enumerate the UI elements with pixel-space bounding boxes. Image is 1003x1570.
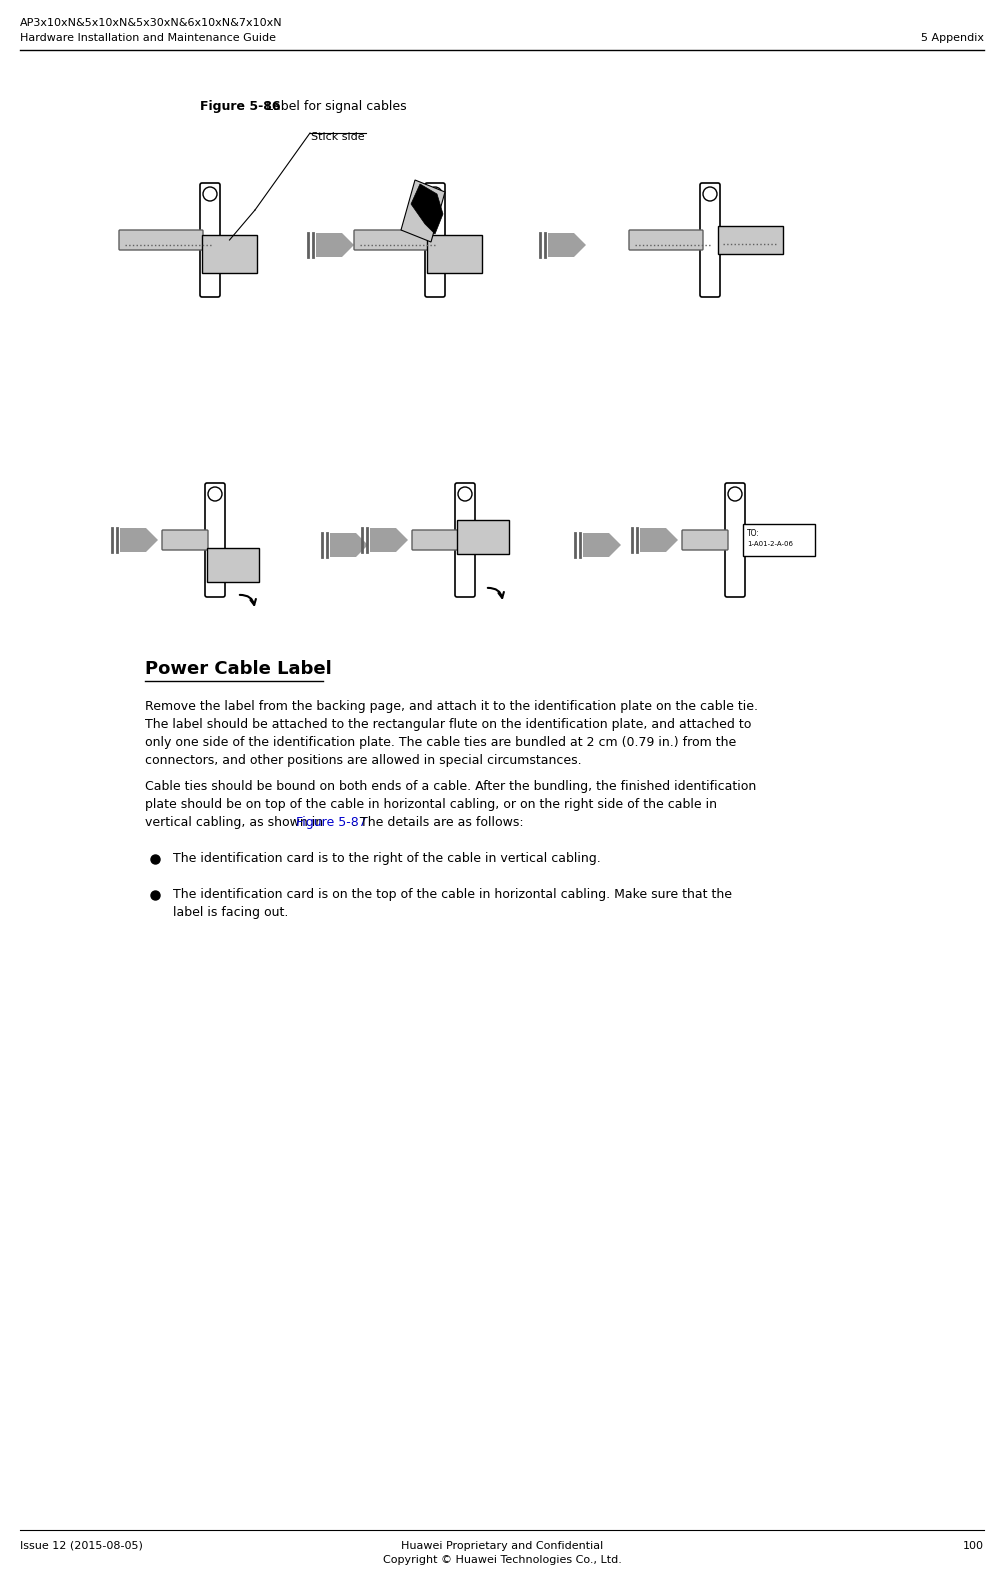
FancyBboxPatch shape (354, 229, 427, 250)
FancyArrow shape (583, 532, 621, 557)
Bar (742, 524, 814, 556)
Text: . The details are as follows:: . The details are as follows: (352, 816, 524, 829)
Text: TO:: TO: (746, 529, 759, 539)
FancyBboxPatch shape (411, 531, 457, 550)
Text: AP3x10xN&5x10xN&5x30xN&6x10xN&7x10xN: AP3x10xN&5x10xN&5x30xN&6x10xN&7x10xN (20, 17, 282, 28)
FancyBboxPatch shape (161, 531, 208, 550)
Text: label is facing out.: label is facing out. (173, 906, 288, 918)
Text: vertical cabling, as shown in: vertical cabling, as shown in (144, 816, 327, 829)
Text: Issue 12 (2015-08-05): Issue 12 (2015-08-05) (20, 1542, 142, 1551)
Text: Label for signal cables: Label for signal cables (262, 100, 406, 113)
Text: Power Cable Label: Power Cable Label (144, 659, 331, 678)
FancyArrow shape (120, 528, 157, 553)
Bar (717, 226, 782, 254)
FancyArrow shape (639, 528, 677, 553)
Text: Huawei Proprietary and Confidential: Huawei Proprietary and Confidential (400, 1542, 603, 1551)
Text: Figure 5-87: Figure 5-87 (296, 816, 367, 829)
FancyArrow shape (316, 232, 354, 257)
Circle shape (702, 187, 716, 201)
FancyBboxPatch shape (205, 484, 225, 597)
Text: Copyright © Huawei Technologies Co., Ltd.: Copyright © Huawei Technologies Co., Ltd… (382, 1554, 621, 1565)
Text: Stick side: Stick side (311, 132, 364, 141)
Circle shape (208, 487, 222, 501)
FancyBboxPatch shape (119, 229, 203, 250)
Bar (202, 236, 257, 273)
Circle shape (203, 187, 217, 201)
FancyArrow shape (370, 528, 407, 553)
Text: The identification card is to the right of the cable in vertical cabling.: The identification card is to the right … (173, 853, 600, 865)
Text: 100: 100 (962, 1542, 983, 1551)
Text: plate should be on top of the cable in horizontal cabling, or on the right side : plate should be on top of the cable in h… (144, 798, 716, 812)
Text: only one side of the identification plate. The cable ties are bundled at 2 cm (0: only one side of the identification plat… (144, 736, 735, 749)
Text: The identification card is on the top of the cable in horizontal cabling. Make s: The identification card is on the top of… (173, 889, 731, 901)
Bar (207, 548, 259, 582)
FancyBboxPatch shape (724, 484, 744, 597)
Text: connectors, and other positions are allowed in special circumstances.: connectors, and other positions are allo… (144, 754, 581, 768)
Text: Cable ties should be bound on both ends of a cable. After the bundling, the fini: Cable ties should be bound on both ends … (144, 780, 755, 793)
FancyBboxPatch shape (628, 229, 702, 250)
Circle shape (727, 487, 741, 501)
Circle shape (427, 187, 441, 201)
FancyBboxPatch shape (454, 484, 474, 597)
Text: 5 Appendix: 5 Appendix (920, 33, 983, 42)
Text: Figure 5-86: Figure 5-86 (200, 100, 280, 113)
Polygon shape (400, 181, 444, 242)
FancyBboxPatch shape (200, 184, 220, 297)
FancyBboxPatch shape (424, 184, 444, 297)
FancyBboxPatch shape (699, 184, 719, 297)
Text: Remove the label from the backing page, and attach it to the identification plat: Remove the label from the backing page, … (144, 700, 757, 713)
Bar (426, 236, 481, 273)
FancyArrow shape (548, 232, 586, 257)
Text: Hardware Installation and Maintenance Guide: Hardware Installation and Maintenance Gu… (20, 33, 276, 42)
FancyBboxPatch shape (681, 531, 727, 550)
Text: The label should be attached to the rectangular flute on the identification plat: The label should be attached to the rect… (144, 717, 750, 732)
FancyArrow shape (330, 532, 368, 557)
Polygon shape (410, 184, 442, 234)
Circle shape (457, 487, 471, 501)
Bar (456, 520, 509, 554)
Text: 1-A01-2-A-06: 1-A01-2-A-06 (746, 542, 792, 546)
